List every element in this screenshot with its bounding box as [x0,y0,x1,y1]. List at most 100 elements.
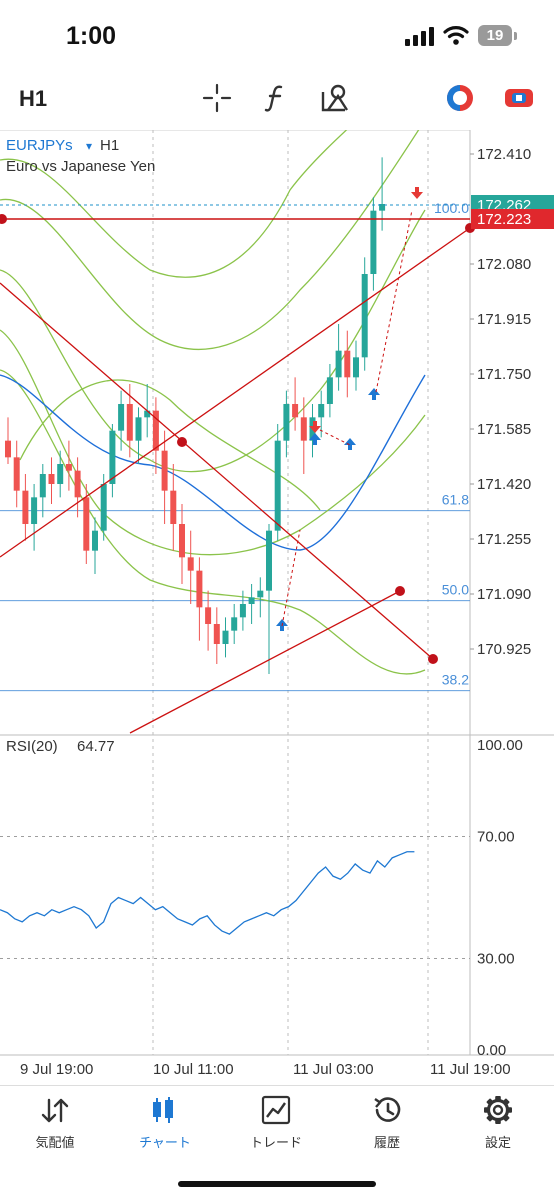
candle [231,617,238,631]
bollinger-lower-band [0,209,426,473]
crosshair-icon[interactable] [201,82,233,114]
rsi-axis-label: 100.00 [477,737,523,754]
candle [144,410,151,418]
chart-icon [153,1097,173,1123]
candle [48,474,55,484]
chart-area[interactable]: 100.0 61.8 50.0 38.2 172.410 172.080 171.915 1… [0,79,554,1085]
price-axis-label: 171.255 [477,531,531,548]
tab-history-label: 履歴 [373,1135,400,1150]
line-anchor-handle [177,437,187,447]
chart-toggle-icon[interactable] [503,82,535,114]
candle [92,530,98,551]
tab-quotes[interactable]: 気配値 [0,1086,110,1166]
symbol-description: Euro vs Japanese Yen [6,158,155,175]
timeframe-button[interactable]: H1 [19,86,48,111]
battery-tip [514,32,517,40]
sell-arrow-icon [411,187,423,199]
tab-trade-label: トレード [249,1135,302,1150]
tab-quotes-label: 気配値 [35,1135,75,1150]
bollinger-upper-band [0,119,426,350]
price-chart[interactable]: 100.0 61.8 50.0 38.2 172.410 172.080 171.915 1… [0,79,554,1085]
candle [239,604,246,618]
candle [57,464,64,484]
candle [196,570,203,608]
downtrend-line [0,282,434,660]
chart-timeframe: H1 [100,137,119,154]
rsi-axis-label: 0.00 [477,1042,506,1059]
uptrend-line [0,227,471,558]
line-anchor-handle [0,214,7,224]
candle [39,474,46,498]
candle [318,404,325,418]
bollinger-upper-band-outer [0,79,401,278]
rsi-axis-label: 70.00 [477,829,515,846]
candle [335,350,342,378]
history-icon [374,1097,401,1122]
line-anchor-handle [428,654,438,664]
support-line [129,590,401,734]
status-bar: 1:00 19 [0,0,554,72]
candle [109,430,116,484]
line-price-tag [471,209,554,229]
candle [361,274,368,358]
time-axis-label: 9 Jul 19:00 [20,1061,93,1078]
bollinger-lower-band-outer [0,329,426,556]
symbol-name[interactable]: EURJPYs [6,137,73,154]
price-axis-label: 172.080 [477,256,531,273]
candle [300,417,307,441]
candle [31,497,38,524]
color-theme-icon[interactable] [444,82,476,114]
fib-level-label: 38.2 [442,672,469,688]
candle [344,350,351,378]
candle [126,404,133,441]
candle [248,597,255,604]
tab-settings[interactable]: 設定 [443,1086,553,1166]
trade-icon [261,1095,291,1125]
candle [213,624,220,644]
home-indicator [178,1181,376,1187]
price-axis-label: 170.925 [477,641,531,658]
price-axis-label: 172.410 [477,146,531,163]
sell-arrow-icon [309,421,321,433]
objects-icon[interactable] [319,82,351,114]
price-axis-label: 171.585 [477,421,531,438]
fib-level-label: 61.8 [442,492,469,508]
line-price-label: 172.223 [477,211,531,228]
tab-chart[interactable]: チャート [110,1086,220,1166]
function-icon[interactable] [260,82,292,114]
tab-history[interactable]: 履歴 [332,1086,442,1166]
tab-trade[interactable]: トレード [221,1086,331,1166]
tab-settings-label: 設定 [484,1135,511,1150]
candle [187,557,194,571]
time-axis-label: 11 Jul 19:00 [430,1061,511,1078]
candle [100,484,107,531]
bollinger-lower-band-far [0,369,426,675]
price-axis-label: 171.420 [477,476,531,493]
price-axis-label: 171.915 [477,311,531,328]
candle [65,464,72,471]
trade-connector-line [281,209,413,627]
fib-level-label: 100.0 [434,200,469,216]
candle [292,404,299,418]
fib-level-label: 50.0 [442,582,469,598]
candle [283,404,290,441]
candle [257,590,264,598]
candle [353,357,359,378]
candle [13,457,20,491]
rsi-label: RSI(20) [6,738,58,755]
candle [152,410,159,451]
battery-level: 19 [486,27,504,44]
status-time: 1:00 [66,22,117,50]
time-axis-label: 10 Jul 11:00 [153,1061,234,1078]
tab-chart-label: チャート [139,1135,191,1150]
rsi-value: 64.77 [77,738,115,755]
buy-arrow-icon [344,438,356,450]
symbol-dropdown-caret[interactable]: ▾ [86,139,92,153]
candle [170,490,177,524]
line-anchor-handle [395,586,405,596]
price-axis-label: 171.090 [477,586,531,603]
candle [179,524,185,558]
moving-average-line [0,374,426,551]
settings-icon [484,1096,512,1124]
rsi-line [0,851,415,935]
